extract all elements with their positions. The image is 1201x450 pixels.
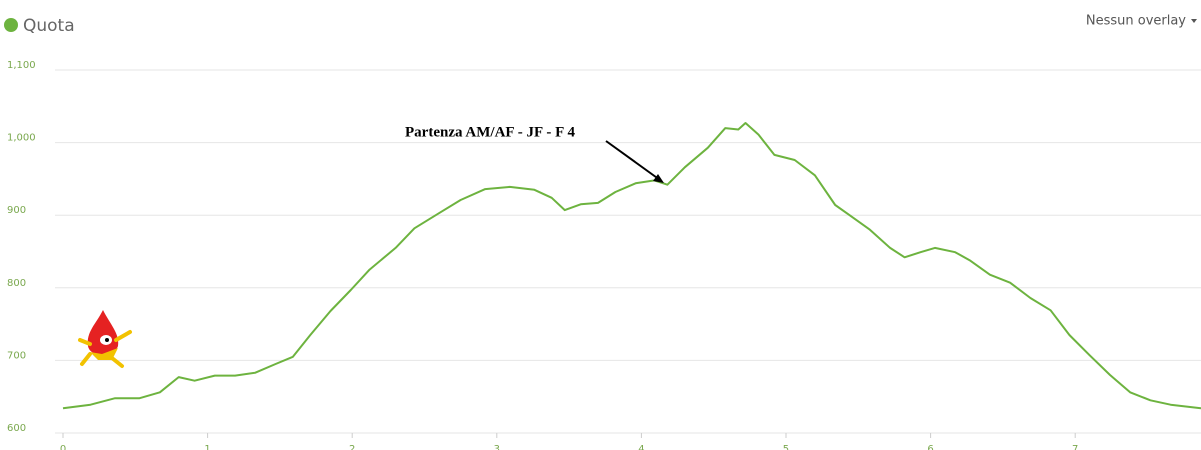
x-tick-label: 3 [494, 444, 500, 450]
x-tick-label: 0 [60, 444, 66, 450]
annotation-arrow [606, 141, 660, 180]
annotation: Partenza AM/AF - JF - F 4 [405, 124, 575, 140]
x-tick-label: 4 [638, 444, 644, 450]
y-tick-label: 600 [7, 423, 26, 434]
plot [63, 123, 1201, 408]
x-tick-label: 6 [927, 444, 933, 450]
x-tick-label: 5 [783, 444, 789, 450]
overlay-dropdown[interactable]: Nessun overlay [1086, 14, 1197, 29]
y-tick-label: 900 [7, 205, 26, 216]
x-tick-label: 1 [204, 444, 210, 450]
chart: Quota Nessun overlay 600 700 800 900 1,000 1,… [0, 0, 1201, 450]
legend-marker [4, 18, 18, 32]
legend-label: Quota [23, 16, 75, 36]
y-tick-label: 1,100 [7, 60, 36, 71]
x-tick-label: 7 [1072, 444, 1078, 450]
y-tick-label: 700 [7, 350, 26, 361]
x-tick-label: 2 [349, 444, 355, 450]
dropdown-caret [1191, 19, 1197, 23]
grid: 600 700 800 900 1,000 1,100 0 1 2 3 4 5 6 7 [7, 60, 1201, 450]
y-tick-label: 1,000 [7, 133, 36, 144]
overlay-menu[interactable]: Nessun overlay [1086, 14, 1186, 29]
elevation-line [63, 123, 1201, 408]
y-tick-label: 800 [7, 278, 26, 289]
mascot [80, 310, 130, 366]
page: Quota Nessun overlay 600 700 800 900 1,000 1,… [0, 0, 1201, 450]
